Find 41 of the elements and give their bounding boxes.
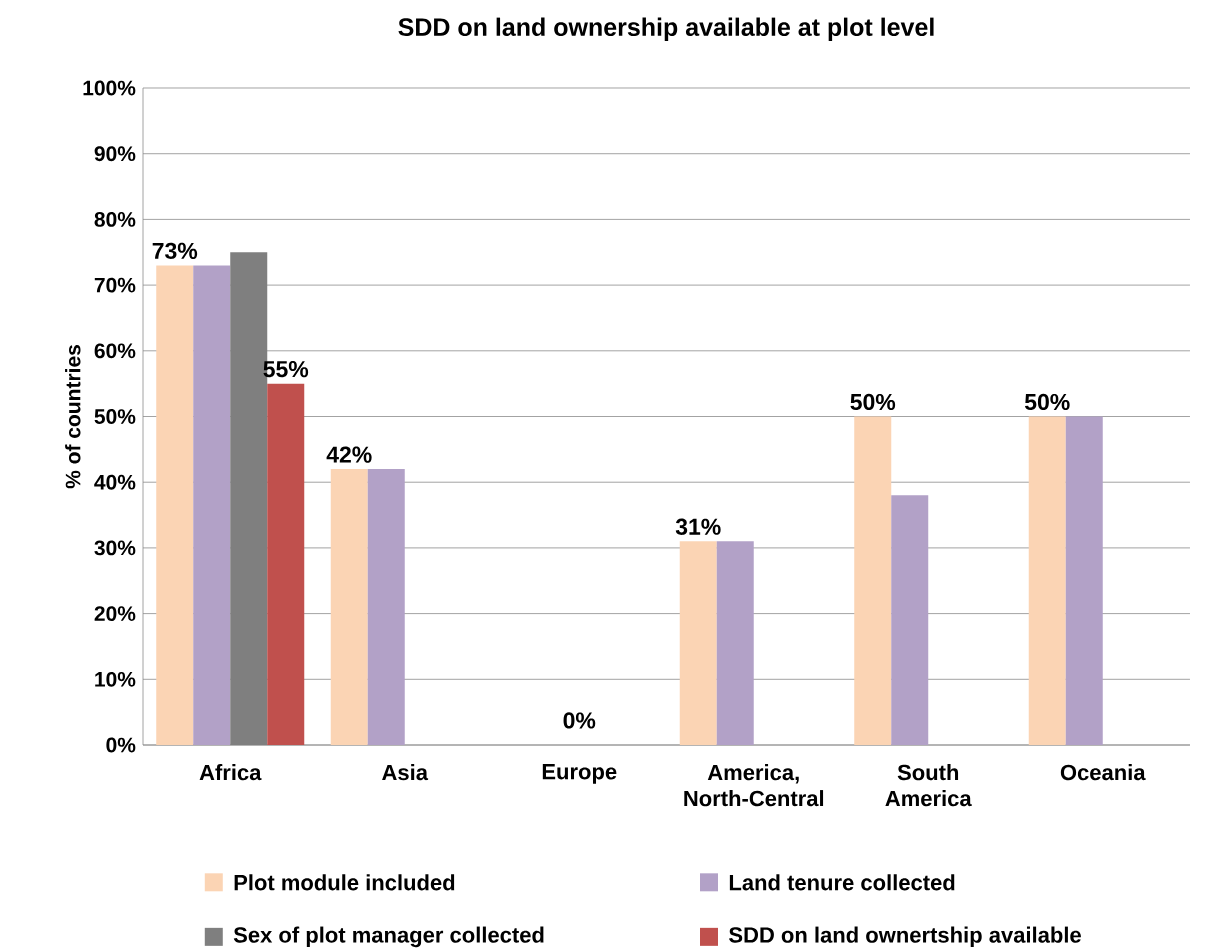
- legend-label: SDD on land ownertship available: [729, 926, 1081, 948]
- x-tick-label: Asia: [382, 764, 429, 781]
- x-tick-label: Africa: [199, 764, 262, 781]
- y-tick-label: 0%: [106, 737, 136, 753]
- chart-title: SDD on land ownership available at plot level: [398, 17, 934, 41]
- y-tick-label: 80%: [94, 211, 136, 227]
- y-tick-label: 10%: [95, 671, 136, 687]
- data-label: 55%: [263, 361, 309, 378]
- bar: [367, 469, 405, 745]
- x-tick-label: Europe: [542, 764, 617, 784]
- annotation: 0%: [563, 712, 596, 729]
- data-label: 50%: [1024, 393, 1070, 411]
- y-axis-title: % of countries: [65, 345, 81, 489]
- legend-label: Plot module included: [234, 874, 455, 891]
- bar: [330, 469, 368, 745]
- y-tick-label: 90%: [94, 146, 136, 162]
- bar: [1028, 416, 1066, 745]
- data-label: 50%: [850, 393, 896, 411]
- x-tick-label: Oceania: [1060, 764, 1146, 781]
- y-tick-label: 50%: [94, 409, 136, 424]
- y-tick-label: 20%: [94, 606, 136, 622]
- bar: [267, 383, 305, 745]
- y-tick-label: 100%: [83, 80, 136, 96]
- data-label: 73%: [152, 242, 198, 259]
- y-tick-label: 30%: [94, 540, 136, 556]
- y-tick-label: 60%: [94, 343, 136, 359]
- bar: [891, 495, 929, 745]
- x-tick-label: America, North-Central: [684, 764, 824, 807]
- bar: [156, 265, 194, 745]
- data-label: 31%: [675, 518, 721, 535]
- legend-label: Sex of plot manager collected: [233, 926, 544, 948]
- bar: [716, 541, 754, 745]
- bar: [193, 265, 231, 745]
- data-label: 42%: [326, 446, 372, 463]
- x-tick-label: South America: [885, 764, 972, 807]
- y-tick-label: 40%: [94, 474, 136, 490]
- bar: [1065, 416, 1103, 745]
- y-tick-label: 70%: [94, 277, 136, 293]
- legend-label: Land tenure collected: [729, 874, 955, 891]
- bar: [679, 541, 717, 745]
- bar: [854, 416, 892, 745]
